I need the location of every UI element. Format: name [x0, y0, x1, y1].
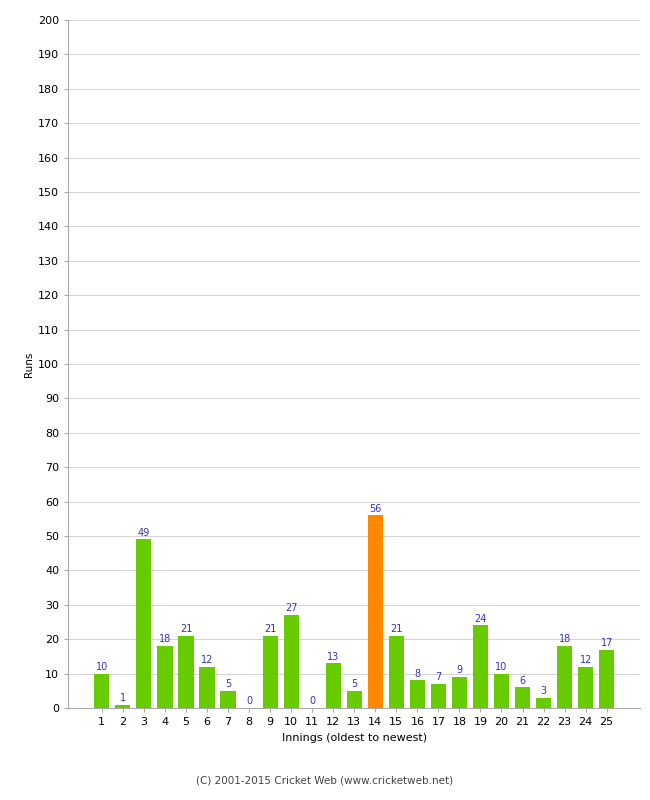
Bar [515, 687, 530, 708]
Text: 1: 1 [120, 693, 126, 703]
Text: 10: 10 [495, 662, 508, 672]
Bar [178, 636, 194, 708]
Text: 9: 9 [456, 666, 463, 675]
Text: 27: 27 [285, 603, 298, 614]
Bar [368, 515, 383, 708]
Bar [346, 690, 362, 708]
Text: 12: 12 [201, 655, 213, 665]
Bar [599, 650, 614, 708]
Text: 6: 6 [519, 676, 526, 686]
Bar [578, 666, 593, 708]
Text: 21: 21 [180, 624, 192, 634]
Bar [473, 626, 488, 708]
Text: 5: 5 [225, 679, 231, 689]
Text: 0: 0 [246, 696, 252, 706]
Bar [494, 674, 509, 708]
Text: 49: 49 [138, 528, 150, 538]
Y-axis label: Runs: Runs [24, 351, 34, 377]
Bar [283, 615, 299, 708]
Bar [136, 539, 151, 708]
Text: 21: 21 [264, 624, 276, 634]
Bar [220, 690, 235, 708]
Text: 0: 0 [309, 696, 315, 706]
Text: 5: 5 [351, 679, 358, 689]
Text: 10: 10 [96, 662, 108, 672]
Bar [557, 646, 572, 708]
Text: 18: 18 [159, 634, 171, 644]
Bar [410, 681, 425, 708]
Text: (C) 2001-2015 Cricket Web (www.cricketweb.net): (C) 2001-2015 Cricket Web (www.cricketwe… [196, 776, 454, 786]
Text: 24: 24 [474, 614, 487, 624]
Text: 18: 18 [558, 634, 571, 644]
Bar [200, 666, 214, 708]
Bar [115, 705, 131, 708]
Text: 12: 12 [579, 655, 592, 665]
Text: 21: 21 [390, 624, 402, 634]
Bar [263, 636, 278, 708]
Bar [157, 646, 172, 708]
Text: 17: 17 [601, 638, 613, 648]
Text: 13: 13 [327, 651, 339, 662]
Text: 8: 8 [414, 669, 421, 678]
Bar [536, 698, 551, 708]
Text: 7: 7 [436, 672, 441, 682]
Bar [452, 677, 467, 708]
Bar [94, 674, 109, 708]
X-axis label: Innings (oldest to newest): Innings (oldest to newest) [281, 733, 427, 742]
Text: 56: 56 [369, 504, 382, 514]
Bar [389, 636, 404, 708]
Bar [326, 663, 341, 708]
Text: 3: 3 [541, 686, 547, 696]
Bar [431, 684, 446, 708]
